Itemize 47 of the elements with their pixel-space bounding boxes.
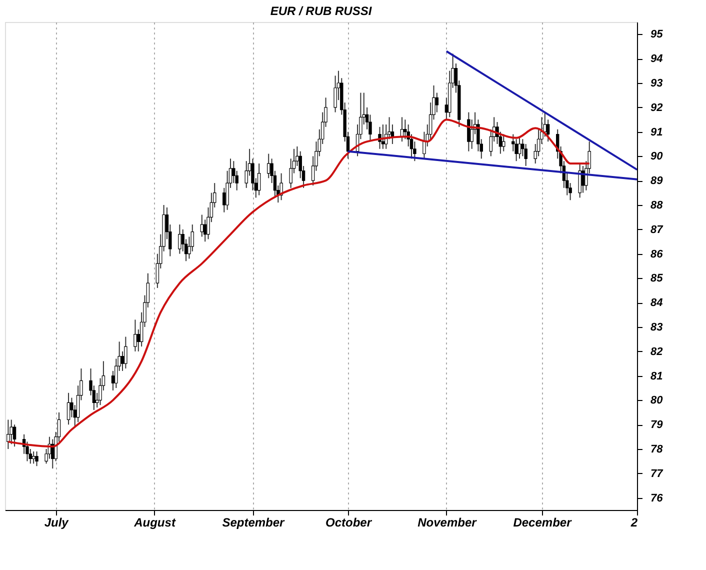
y-tick-label: 93 <box>650 78 663 90</box>
y-tick-label: 89 <box>650 175 664 188</box>
y-tick-label: 91 <box>650 126 663 138</box>
candlestick <box>467 112 470 152</box>
candlestick <box>66 392 70 426</box>
y-tick-label: 88 <box>650 200 664 212</box>
x-tick-label: December <box>513 516 573 530</box>
candlestick <box>257 163 261 196</box>
candlestick <box>124 336 128 369</box>
candlestick <box>578 163 582 198</box>
x-tick-label: August <box>133 516 176 530</box>
y-tick-label: 78 <box>650 444 664 456</box>
candlestick <box>334 75 337 113</box>
y-tick-label: 85 <box>650 272 664 285</box>
x-tick-label: October <box>325 516 373 530</box>
y-tick-label: 87 <box>650 224 664 236</box>
y-tick-label: 79 <box>650 419 664 432</box>
y-tick-label: 81 <box>650 370 663 382</box>
y-tick-label: 90 <box>650 150 664 163</box>
y-tick-label: 76 <box>650 492 664 504</box>
candlestick <box>134 319 137 352</box>
candlestick <box>178 224 182 254</box>
y-tick-label: 77 <box>650 468 664 480</box>
candlestick <box>6 419 10 450</box>
candlestick <box>267 153 270 179</box>
candlestick <box>200 214 204 238</box>
x-tick-label: July <box>44 516 70 530</box>
x-tick-label: 2 <box>630 516 638 530</box>
y-tick-label: 80 <box>650 394 664 407</box>
candlestick <box>518 136 522 160</box>
chart-title: EUR / RUB RUSSI <box>270 4 372 18</box>
candlestick <box>435 92 439 113</box>
y-tick-label: 94 <box>650 53 663 66</box>
candlestick <box>10 419 13 445</box>
candlestick <box>502 134 506 152</box>
y-tick-label: 82 <box>650 346 663 358</box>
y-tick-label: 83 <box>650 322 663 334</box>
y-tick-label: 86 <box>650 248 664 260</box>
x-tick-label: September <box>222 516 286 530</box>
candlestick <box>381 124 385 150</box>
y-tick-label: 92 <box>650 102 663 114</box>
candlestick <box>35 450 38 467</box>
y-tick-label: 95 <box>650 28 664 41</box>
y-tick-label: 84 <box>650 297 663 310</box>
x-tick-label: November <box>418 516 478 530</box>
candlestick <box>203 219 207 242</box>
candlestick <box>32 450 36 464</box>
